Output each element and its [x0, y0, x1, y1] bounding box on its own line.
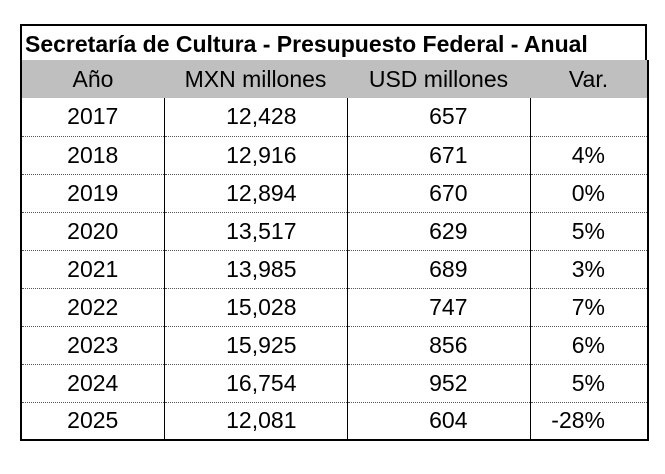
cell-year: 2021	[20, 250, 164, 289]
table-row: 2022 15,028 747 7%	[20, 288, 649, 327]
header-row: Año MXN millones USD millones Var.	[20, 60, 649, 98]
budget-table-sheet: Secretaría de Cultura - Presupuesto Fede…	[20, 24, 649, 441]
cell-year: 2023	[20, 326, 164, 365]
header-year: Año	[20, 60, 164, 98]
cell-mxn: 13,985	[163, 250, 347, 289]
header-mxn: MXN millones	[164, 60, 347, 98]
cell-year: 2017	[20, 98, 164, 137]
cell-mxn: 15,925	[163, 326, 347, 365]
cell-mxn: 12,894	[163, 174, 347, 213]
cell-var: 4%	[529, 136, 649, 175]
cell-usd: 629	[346, 212, 530, 251]
table-body: 2017 12,428 657 2018 12,916 671 4% 2019 12,894 67…	[20, 98, 649, 441]
table-title: Secretaría de Cultura - Presupuesto Fede…	[20, 24, 647, 60]
table-row: 2017 12,428 657	[20, 98, 649, 137]
cell-var: 3%	[529, 250, 649, 289]
table-row: 2025 12,081 604 -28%	[20, 402, 649, 441]
cell-year: 2020	[20, 212, 164, 251]
cell-usd: 604	[346, 402, 530, 441]
cell-usd: 952	[346, 364, 530, 403]
cell-var: 6%	[529, 326, 649, 365]
table-row: 2024 16,754 952 5%	[20, 364, 649, 403]
header-usd: USD millones	[347, 60, 530, 98]
cell-mxn: 12,081	[163, 402, 347, 441]
cell-var: -28%	[529, 402, 649, 441]
cell-var: 7%	[529, 288, 649, 327]
cell-usd: 747	[346, 288, 530, 327]
table-row: 2018 12,916 671 4%	[20, 136, 649, 175]
table-row: 2023 15,925 856 6%	[20, 326, 649, 365]
cell-mxn: 13,517	[163, 212, 347, 251]
cell-year: 2019	[20, 174, 164, 213]
cell-usd: 657	[346, 98, 530, 137]
cell-var	[529, 98, 649, 137]
cell-year: 2018	[20, 136, 164, 175]
cell-mxn: 15,028	[163, 288, 347, 327]
budget-table: Año MXN millones USD millones Var. 2017 1…	[20, 60, 649, 441]
cell-usd: 671	[346, 136, 530, 175]
cell-usd: 670	[346, 174, 530, 213]
table-row: 2020 13,517 629 5%	[20, 212, 649, 251]
cell-mxn: 16,754	[163, 364, 347, 403]
cell-mxn: 12,916	[163, 136, 347, 175]
header-var: Var.	[530, 60, 649, 98]
cell-usd: 689	[346, 250, 530, 289]
cell-year: 2024	[20, 364, 164, 403]
cell-var: 5%	[529, 364, 649, 403]
table-row: 2021 13,985 689 3%	[20, 250, 649, 289]
cell-year: 2022	[20, 288, 164, 327]
cell-var: 5%	[529, 212, 649, 251]
cell-year: 2025	[20, 402, 164, 441]
table-row: 2019 12,894 670 0%	[20, 174, 649, 213]
cell-mxn: 12,428	[163, 98, 347, 137]
cell-usd: 856	[346, 326, 530, 365]
cell-var: 0%	[529, 174, 649, 213]
